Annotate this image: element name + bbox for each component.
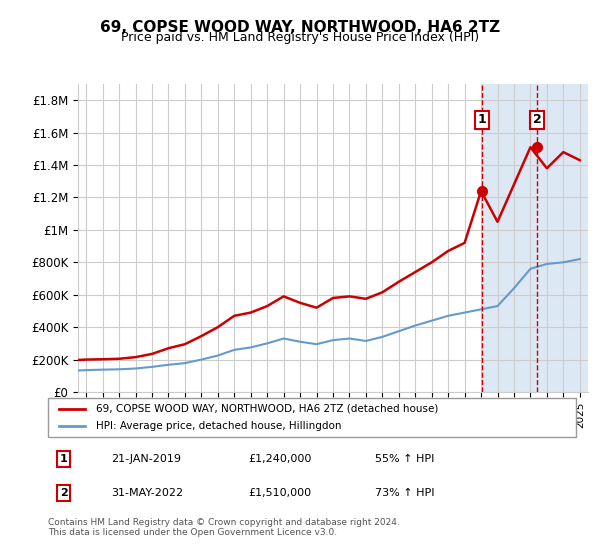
Text: 2: 2 [60, 488, 68, 498]
Text: 69, COPSE WOOD WAY, NORTHWOOD, HA6 2TZ (detached house): 69, COPSE WOOD WAY, NORTHWOOD, HA6 2TZ (… [95, 404, 438, 414]
Text: Price paid vs. HM Land Registry's House Price Index (HPI): Price paid vs. HM Land Registry's House … [121, 31, 479, 44]
Text: 69, COPSE WOOD WAY, NORTHWOOD, HA6 2TZ: 69, COPSE WOOD WAY, NORTHWOOD, HA6 2TZ [100, 20, 500, 35]
Text: 2: 2 [533, 113, 542, 126]
Text: 1: 1 [60, 454, 68, 464]
Text: Contains HM Land Registry data © Crown copyright and database right 2024.
This d: Contains HM Land Registry data © Crown c… [48, 518, 400, 538]
FancyBboxPatch shape [48, 398, 576, 437]
Text: 73% ↑ HPI: 73% ↑ HPI [376, 488, 435, 498]
Bar [482, 84, 588, 392]
Text: 1: 1 [478, 113, 487, 126]
Text: £1,510,000: £1,510,000 [248, 488, 312, 498]
Text: £1,240,000: £1,240,000 [248, 454, 312, 464]
Text: 31-MAY-2022: 31-MAY-2022 [112, 488, 184, 498]
Text: 21-JAN-2019: 21-JAN-2019 [112, 454, 181, 464]
Text: 55% ↑ HPI: 55% ↑ HPI [376, 454, 435, 464]
Text: HPI: Average price, detached house, Hillingdon: HPI: Average price, detached house, Hill… [95, 421, 341, 431]
